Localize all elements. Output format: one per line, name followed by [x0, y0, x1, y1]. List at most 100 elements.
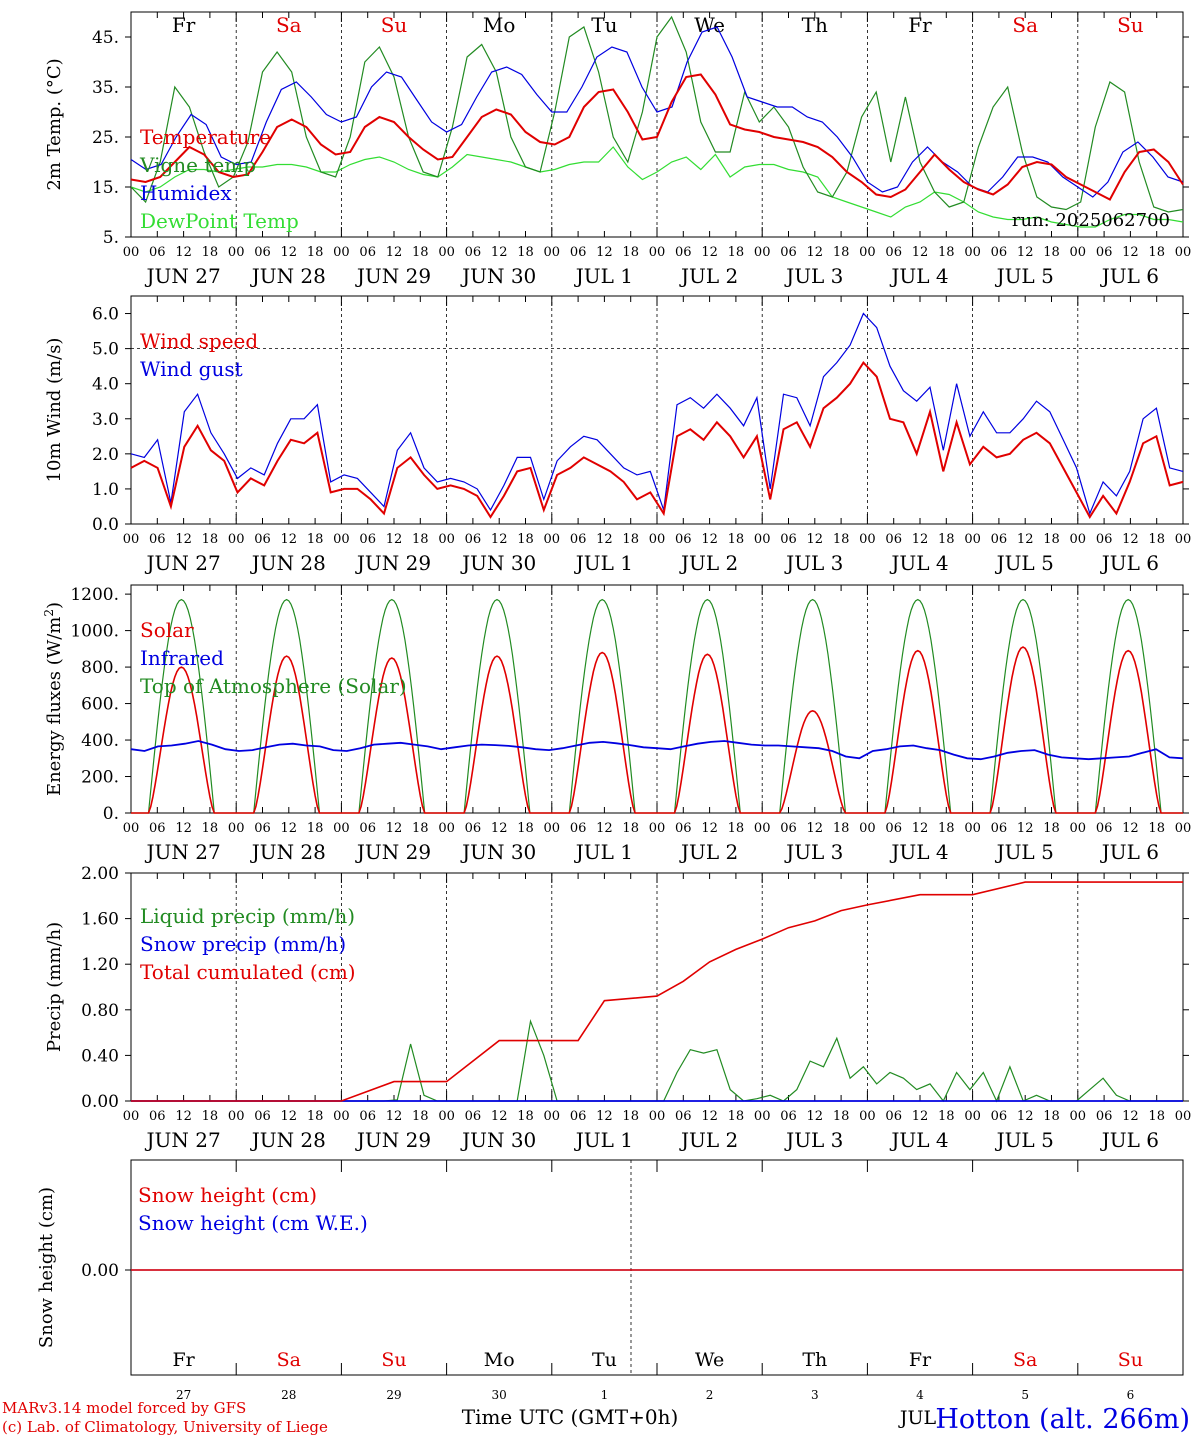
hour-tick-label: 12 [175, 532, 192, 547]
hour-tick-label: 12 [175, 821, 192, 836]
day-label: JUL 3 [784, 840, 843, 864]
hour-tick-label: 18 [1043, 532, 1060, 547]
day-label: JUN 29 [355, 551, 431, 575]
weekday-label: Fr [908, 13, 932, 37]
day-label: JUL 1 [574, 264, 633, 288]
hour-tick-label: 06 [254, 1109, 271, 1124]
day-label: JUN 28 [250, 1128, 326, 1152]
day-label: JUL 3 [784, 1128, 843, 1152]
hour-tick-label: 12 [912, 821, 929, 836]
weekday-label-bottom: Su [381, 1349, 406, 1371]
hour-tick-label: 18 [1148, 532, 1165, 547]
hour-tick-label: 06 [359, 245, 376, 260]
y-tick-label: 400. [81, 731, 119, 751]
hour-tick-label: 12 [912, 532, 929, 547]
hour-tick-label: 06 [1096, 821, 1113, 836]
weekday-label: Mo [483, 13, 516, 37]
hour-tick-label: 12 [701, 1109, 718, 1124]
hour-tick-label: 12 [1122, 821, 1139, 836]
y-tick-label: 2.00 [81, 864, 119, 884]
day-label: JUL 2 [679, 264, 738, 288]
day-label: JUN 30 [460, 1128, 536, 1152]
day-label: JUN 27 [145, 840, 221, 864]
day-label: JUL 4 [889, 1128, 948, 1152]
hour-tick-label: 06 [254, 821, 271, 836]
hour-tick-label: 18 [938, 821, 955, 836]
y-tick-label: 35. [92, 78, 119, 98]
day-label: JUL 4 [889, 551, 948, 575]
day-label: JUN 30 [460, 551, 536, 575]
hour-tick-label: 18 [202, 1109, 219, 1124]
hour-tick-label: 06 [675, 245, 692, 260]
legend-entry: Liquid precip (mm/h) [140, 904, 355, 928]
hour-tick-label: 12 [281, 532, 298, 547]
day-label: JUL 6 [1100, 840, 1159, 864]
hour-tick-label: 12 [701, 245, 718, 260]
weekday-label: Tu [591, 13, 617, 37]
hour-tick-label: 06 [675, 1109, 692, 1124]
day-label: JUN 27 [145, 1128, 221, 1152]
hour-tick-label: 12 [1017, 821, 1034, 836]
hour-tick-label: 00 [544, 245, 561, 260]
y-tick-label: 0.40 [81, 1046, 119, 1066]
weekday-label: Sa [276, 13, 302, 37]
day-label: JUL 6 [1100, 264, 1159, 288]
series-line-total-cumulated [131, 881, 1183, 1102]
hour-tick-label: 18 [622, 245, 639, 260]
hour-tick-label: 06 [675, 532, 692, 547]
y-axis-label: 10m Wind (m/s) [44, 338, 65, 483]
y-tick-label: 3.0 [92, 410, 119, 430]
hour-tick-label: 18 [412, 532, 429, 547]
weekday-label: Su [1117, 13, 1144, 37]
day-label: JUL 3 [784, 264, 843, 288]
day-label: JUN 28 [250, 551, 326, 575]
hour-tick-label: 12 [701, 821, 718, 836]
day-label: JUL 5 [995, 1128, 1054, 1152]
day-number: 1 [601, 1388, 609, 1402]
hour-tick-label: 06 [465, 532, 482, 547]
hour-tick-label: 18 [202, 532, 219, 547]
hour-tick-label: 18 [202, 245, 219, 260]
y-tick-label: 0.0 [92, 515, 119, 535]
hour-tick-label: 18 [938, 1109, 955, 1124]
hour-tick-label: 00 [649, 245, 666, 260]
hour-tick-label: 12 [281, 1109, 298, 1124]
hour-tick-label: 06 [885, 245, 902, 260]
hour-tick-label: 06 [254, 532, 271, 547]
hour-tick-label: 00 [754, 245, 771, 260]
hour-tick-label: 12 [1017, 245, 1034, 260]
day-label: JUN 27 [145, 264, 221, 288]
legend-entry: Snow height (cm) [138, 1183, 317, 1207]
credit-line-1: MARv3.14 model forced by GFS [2, 1399, 247, 1417]
hour-tick-label: 00 [754, 1109, 771, 1124]
hour-tick-label: 12 [491, 532, 508, 547]
hour-tick-label: 06 [885, 821, 902, 836]
y-tick-label: 25. [92, 128, 119, 148]
series-line-solar [131, 646, 1183, 814]
hour-tick-label: 06 [149, 532, 166, 547]
month-label: JUL [898, 1407, 937, 1429]
weekday-label: Su [381, 13, 408, 37]
hour-tick-label: 06 [359, 532, 376, 547]
y-axis-label: Precip (mm/h) [44, 922, 65, 1052]
day-number: 28 [281, 1388, 296, 1402]
hour-tick-label: 18 [1043, 1109, 1060, 1124]
hour-tick-label: 00 [544, 1109, 561, 1124]
hour-tick-label: 00 [123, 821, 140, 836]
hour-tick-label: 12 [1017, 1109, 1034, 1124]
hour-tick-label: 18 [728, 245, 745, 260]
series-line-wind-gust [130, 312, 1184, 516]
y-axis-label: 2m Temp. (°C) [44, 58, 65, 190]
hour-tick-label: 12 [596, 532, 613, 547]
hour-tick-label: 06 [1096, 245, 1113, 260]
hour-tick-label: 00 [123, 532, 140, 547]
hour-tick-label: 06 [359, 1109, 376, 1124]
day-label: JUL 6 [1100, 1128, 1159, 1152]
hour-tick-label: 12 [1122, 1109, 1139, 1124]
day-label: JUN 30 [460, 840, 536, 864]
hour-tick-label: 00 [333, 245, 350, 260]
day-label: JUL 5 [995, 840, 1054, 864]
series-line-temperature [130, 73, 1184, 201]
day-label: JUN 29 [355, 1128, 431, 1152]
